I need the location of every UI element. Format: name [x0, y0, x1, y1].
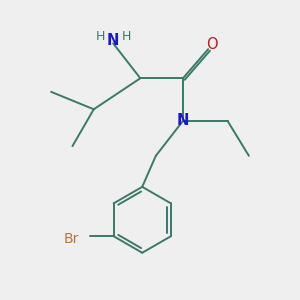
Text: Br: Br: [63, 232, 79, 246]
Text: N: N: [177, 113, 189, 128]
Text: O: O: [206, 37, 218, 52]
Text: N: N: [107, 33, 119, 48]
Text: H: H: [96, 30, 105, 43]
Text: H: H: [122, 30, 131, 43]
